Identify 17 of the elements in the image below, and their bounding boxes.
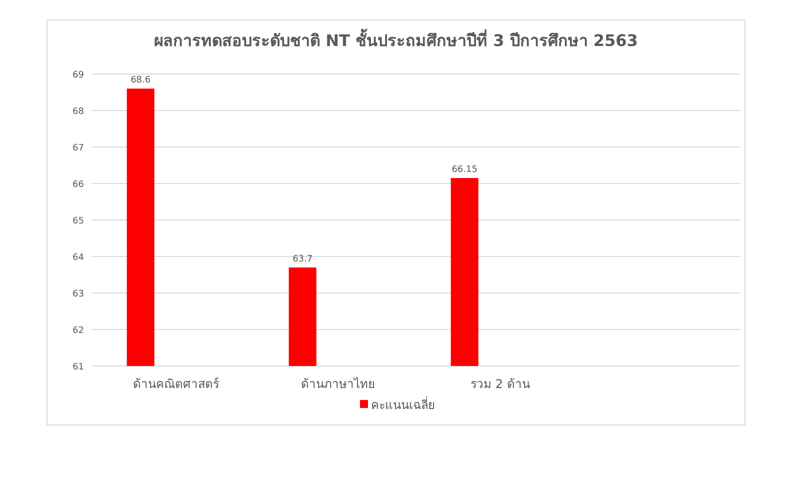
y-tick-label: 63 [72,290,84,300]
y-tick-label: 64 [72,253,84,263]
y-tick-label: 66 [72,180,84,190]
data-label: 66.15 [452,165,478,176]
legend-label: คะแนนเฉลี่ย [371,396,435,412]
x-tick-label: รวม 2 ด้าน [470,377,530,391]
y-tick-label: 65 [72,216,84,226]
x-tick-label: ด้านคณิตศาสตร์ [133,377,220,391]
y-tick-label: 69 [72,70,84,80]
y-tick-label: 62 [72,326,84,336]
y-tick-label: 61 [72,362,84,372]
y-tick-label: 67 [72,144,84,154]
data-label: 63.7 [292,254,313,264]
chart-title: ผลการทดสอบระดับชาติ NT ชั้นประถมศึกษาปีที่ 3 ปีการศึกษา 2563 [154,28,638,50]
data-label: 68.6 [130,76,151,86]
y-tick-label: 68 [72,107,84,117]
x-tick-label: ด้านภาษาไทย [301,377,376,391]
